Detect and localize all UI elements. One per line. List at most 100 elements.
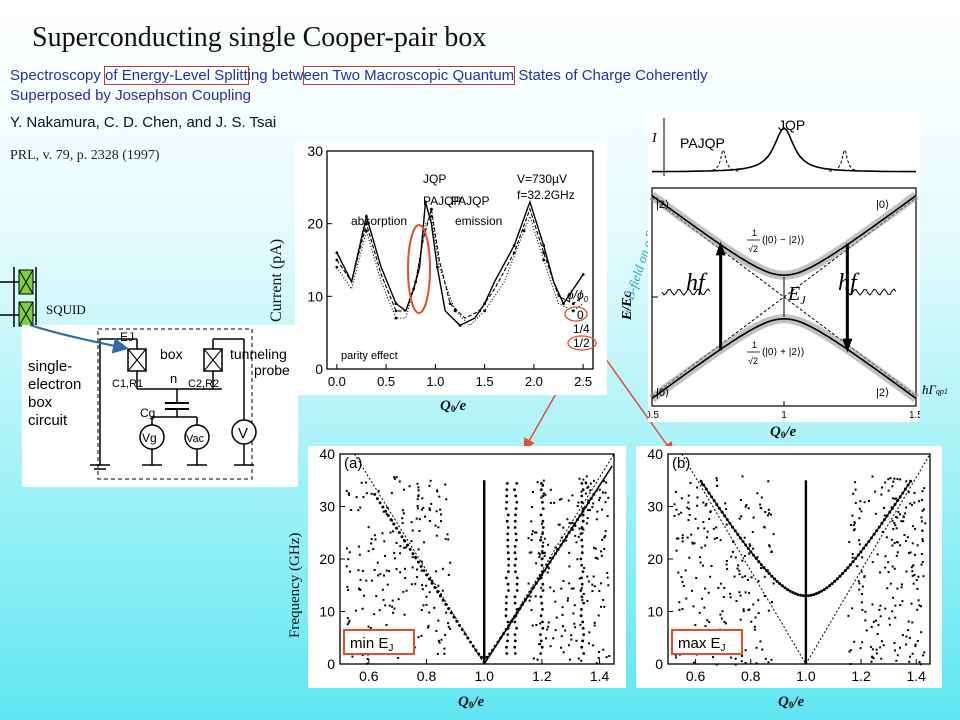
freq-a-point (367, 526, 370, 529)
freq-a-point (399, 571, 402, 574)
freq-a-resonance-point (436, 590, 440, 594)
freq-a-line-point (539, 595, 543, 599)
freq-b-point (848, 540, 851, 543)
freq-a-point (415, 575, 418, 578)
freq-a-point (347, 588, 350, 591)
freq-a-line-point (515, 582, 519, 586)
freq-b-point (695, 576, 698, 579)
freq-b-point (896, 516, 899, 519)
freq-a-line-point (580, 551, 584, 555)
freq-a-point (597, 614, 600, 617)
freq-a-point (560, 536, 563, 539)
freq-a-point (444, 633, 447, 636)
freq-b-guide-left (681, 453, 807, 665)
freq-a-point (448, 627, 451, 630)
freq-a-point (416, 482, 419, 485)
freq-a-line-point (580, 494, 584, 498)
freq-b-point (752, 516, 755, 519)
freq-b-point (892, 596, 895, 599)
freq-b-point (677, 537, 680, 540)
freq-b-point (916, 587, 919, 590)
freq-b-point (688, 513, 691, 516)
freq-b-point (730, 656, 733, 659)
c2-label: C2,R2 (188, 378, 219, 390)
freq-b-point (920, 516, 923, 519)
current-point-0-16 (512, 244, 516, 247)
freq-a-line-point (540, 601, 544, 605)
freq-a-resonance-point (392, 522, 396, 526)
freq-a-point (598, 650, 601, 653)
freq-b-point (680, 511, 683, 514)
freq-b-point (690, 589, 693, 592)
freq-a-point (391, 605, 394, 608)
freq-a-point (601, 491, 604, 494)
freq-b-xtick-label-1: 0.8 (741, 668, 761, 684)
freq-b-point (917, 599, 920, 602)
freq-a-line-point (513, 595, 517, 599)
freq-b-point (742, 610, 745, 613)
freq-a-point (347, 558, 350, 561)
freq-b-point (704, 587, 707, 590)
ann-emission: emission (455, 214, 502, 228)
freq-a-line-point (581, 513, 585, 517)
hf-left: hf (686, 270, 708, 296)
freq-a-point (393, 551, 396, 554)
freq-a-resonance-point (444, 602, 448, 606)
n-label: n (170, 371, 177, 386)
freq-a-line-point (515, 576, 519, 580)
freq-a-point (549, 501, 552, 504)
freq-a-point (566, 518, 569, 521)
freq-b-point (740, 654, 743, 657)
freq-b-point (713, 537, 716, 540)
freq-a-line-point (506, 620, 510, 624)
freq-b-point (891, 497, 894, 500)
freq-a-point (355, 496, 358, 499)
freq-a-point (562, 651, 565, 654)
freq-a-point (542, 492, 545, 495)
freq-a-point (428, 507, 431, 510)
freq-b-point (888, 617, 891, 620)
freq-b-point (853, 528, 856, 531)
freq-a-point (592, 479, 595, 482)
freq-a-point (593, 585, 596, 588)
freq-b-point (898, 513, 901, 516)
freq-b-point (885, 536, 888, 539)
freq-b-point (740, 660, 743, 663)
freq-b-point (916, 640, 919, 643)
freq-b-point (704, 544, 707, 547)
current-xlabel: Q0/e (440, 398, 467, 414)
freq-a-point (428, 508, 431, 511)
freq-a-point (603, 547, 606, 550)
freq-a-point (586, 509, 589, 512)
circuit-desc-4: circuit (28, 412, 68, 429)
freq-a-point (403, 567, 406, 570)
freq-a-point (580, 659, 583, 662)
freq-a-resonance-point (403, 539, 407, 543)
freq-b-point (731, 550, 734, 553)
freq-b-point (696, 504, 699, 507)
current-point-1-0 (335, 258, 339, 262)
freq-b-point (882, 506, 885, 509)
freq-a-point (541, 531, 544, 534)
freq-a-point (420, 609, 423, 612)
freq-a-line-point (505, 645, 508, 649)
vg-label: Vg (142, 431, 157, 445)
freq-b-point (684, 569, 687, 572)
freq-b-point (875, 652, 878, 655)
freq-a-point (574, 626, 577, 629)
freq-b-point (739, 594, 742, 597)
freq-b-point (853, 522, 856, 525)
freq-a-point (602, 648, 605, 651)
freq-a-line-point (541, 582, 545, 586)
freq-a-point (548, 557, 551, 560)
current-point-2-8 (430, 215, 433, 218)
freq-b-point (755, 646, 758, 649)
freq-a-point (540, 536, 543, 539)
freq-b-point (851, 556, 854, 559)
freq-a-point (357, 509, 360, 512)
freq-b-point (905, 635, 908, 638)
freq-a-point (585, 475, 588, 478)
freq-b-point (864, 619, 867, 622)
freq-a-point (399, 552, 402, 555)
freq-a-point (423, 541, 426, 544)
